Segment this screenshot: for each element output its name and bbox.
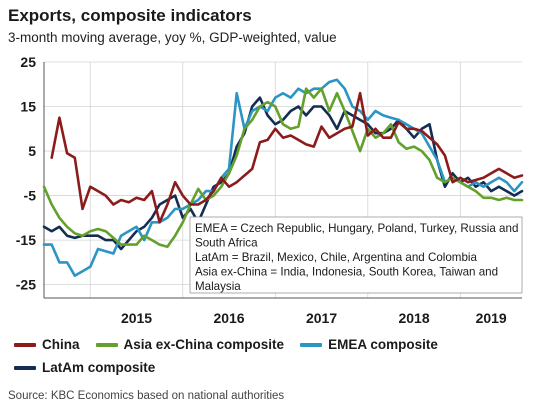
source-note: Source: KBC Economics based on national … [8,390,285,402]
series-line-china [50,91,524,224]
line-chart: 25 15 5 -5 -15 -25 2015 2016 2017 2018 2019 EMEA =… [16,54,524,326]
y-tick-label: -15 [16,232,36,248]
legend-label-china: China [42,337,80,352]
annotation-line: LatAm = Brazil, Mexico, Chile, Argentina… [195,251,477,264]
y-tick-label: 25 [20,54,36,70]
x-tick-label: 2019 [476,310,507,326]
annotation-line: South Africa [195,237,258,250]
series-lines [42,78,524,278]
annotation-background [189,216,523,294]
legend-item-china: China [14,337,80,352]
legend-label-latam: LatAm composite [42,360,156,375]
x-tick-label: 2016 [213,310,244,326]
chart-title: Exports, composite indicators [8,6,252,25]
axes: 25 15 5 -5 -15 -25 2015 2016 2017 2018 2019 [16,54,522,326]
y-tick-label: -5 [24,188,37,204]
annotation-line: EMEA = Czech Republic, Hungary, Poland, … [195,222,518,235]
legend-swatch-china [14,342,36,347]
gridlines [44,61,522,298]
chart-subtitle: 3-month moving average, yoy %, GDP-weigh… [8,30,337,45]
x-tick-label: 2017 [306,310,337,326]
series-line-emea-composite [42,78,524,278]
legend-label-emea: EMEA composite [328,337,438,352]
x-tick-label: 2015 [121,310,152,326]
legend-item-emea: EMEA composite [300,337,438,352]
legend: China Asia ex-China composite EMEA compo… [14,333,454,379]
annotation-line: Malaysia [195,280,241,293]
annotation-line: Asia ex-China = India, Indonesia, South … [195,266,498,279]
legend-item-latam: LatAm composite [14,360,155,375]
y-tick-label: 5 [28,143,36,159]
legend-swatch-latam [14,365,36,370]
legend-item-asia-ex-china: Asia ex-China composite [95,337,285,352]
series-line-asia-ex-china-composite [42,87,524,249]
y-tick-label: -25 [16,277,36,293]
x-tick-label: 2018 [398,310,429,326]
legend-label-asia-ex-china: Asia ex-China composite [123,337,285,352]
y-tick-label: 15 [20,99,36,115]
legend-swatch-asia-ex-china [95,342,118,347]
legend-swatch-emea [300,342,323,347]
annotation-box: EMEA = Czech Republic, Hungary, Poland, … [189,216,523,294]
